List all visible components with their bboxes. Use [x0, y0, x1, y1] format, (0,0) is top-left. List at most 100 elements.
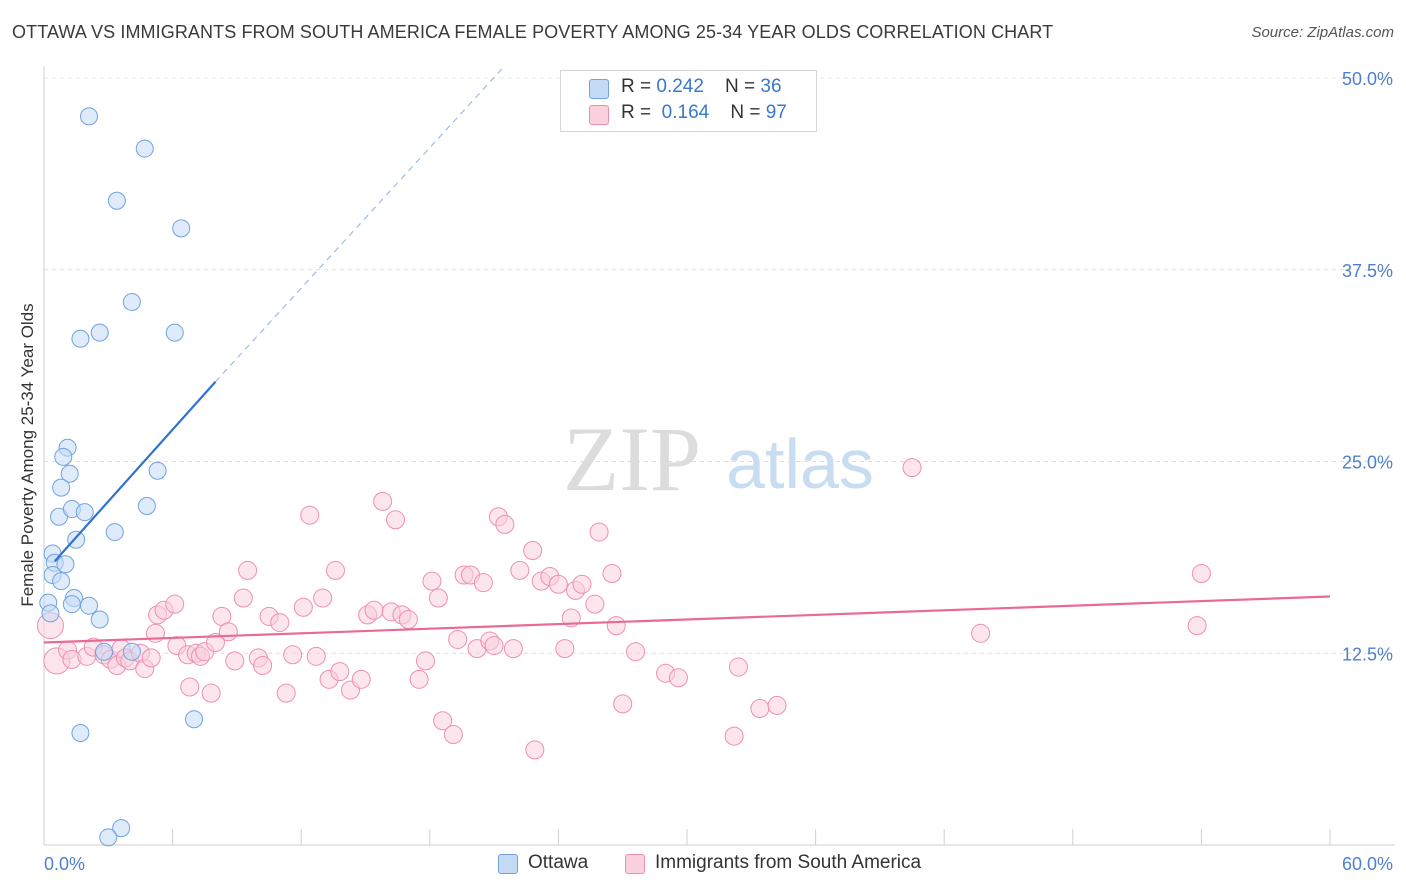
point-ottawa	[135, 139, 154, 158]
trend-line-ottawa	[53, 380, 217, 562]
point-ottawa	[90, 323, 109, 342]
point-ottawa	[107, 191, 126, 210]
point-south-america	[626, 642, 646, 662]
point-south-america	[373, 491, 393, 511]
point-south-america	[443, 725, 463, 745]
point-ottawa	[95, 642, 114, 661]
point-south-america	[398, 610, 418, 630]
y-tick-label: 12.5%	[1342, 644, 1393, 664]
point-south-america	[205, 633, 225, 653]
point-south-america	[201, 683, 221, 703]
point-south-america	[585, 594, 605, 614]
x-tick-label-min: 0.0%	[44, 854, 85, 874]
legend-n-label: N =	[725, 76, 761, 97]
point-ottawa	[52, 572, 71, 591]
tick-labels: 12.5% 25.0% 37.5% 50.0% 0.0% 60.0%	[44, 69, 1393, 874]
point-ottawa	[148, 461, 167, 480]
legend-r-label: R =	[621, 76, 657, 97]
point-south-america	[902, 458, 922, 478]
point-ottawa	[90, 610, 109, 629]
point-south-america	[165, 594, 185, 614]
point-ottawa	[56, 555, 75, 574]
point-south-america	[433, 711, 453, 731]
point-ottawa	[62, 595, 81, 614]
bottom-legend-swatch-ottawa	[498, 854, 518, 874]
point-ottawa	[71, 329, 90, 348]
legend-text-south-america: R = 0.164 N = 97	[621, 102, 787, 124]
bottom-legend-swatch-south-america	[625, 854, 645, 874]
watermark-atlas: atlas	[726, 425, 874, 503]
point-south-america	[724, 726, 744, 746]
point-ottawa	[67, 530, 86, 549]
bottom-legend-label-ottawa: Ottawa	[528, 852, 589, 873]
legend-swatch-south-america	[589, 105, 609, 125]
watermark-zip: ZIP	[563, 408, 701, 510]
point-south-america	[613, 694, 633, 714]
point-south-america	[602, 563, 622, 583]
point-south-america	[589, 522, 609, 542]
point-south-america	[180, 677, 200, 697]
point-south-america	[428, 588, 448, 608]
point-south-america	[293, 597, 313, 617]
legend-text-ottawa: R = 0.242 N = 36	[621, 76, 782, 98]
bottom-legend-label-south-america: Immigrants from South America	[655, 852, 922, 873]
point-ottawa	[71, 724, 90, 743]
blue-points	[39, 107, 204, 847]
point-ottawa	[80, 107, 99, 126]
point-south-america	[276, 683, 296, 703]
point-south-america	[767, 695, 787, 715]
point-south-america	[750, 698, 770, 718]
point-south-america	[525, 740, 545, 760]
point-south-america	[386, 510, 406, 530]
point-south-america	[330, 662, 350, 682]
point-south-america	[1187, 616, 1207, 636]
point-ottawa	[54, 447, 73, 466]
point-ottawa	[60, 464, 79, 483]
correlation-legend: R = 0.242 N = 36 R = 0.164 N = 97	[560, 70, 817, 132]
point-ottawa	[52, 478, 71, 497]
point-ottawa	[172, 219, 191, 238]
point-south-america	[225, 651, 245, 671]
point-ottawa	[99, 828, 118, 847]
legend-n-label: N =	[730, 102, 766, 123]
axes	[43, 66, 1395, 846]
point-south-america	[351, 669, 371, 689]
point-ottawa	[165, 323, 184, 342]
point-south-america	[971, 623, 991, 643]
point-south-america	[325, 560, 345, 580]
point-south-america	[238, 560, 258, 580]
legend-n-value-south-america: 97	[765, 102, 787, 123]
y-tick-label: 37.5%	[1342, 261, 1393, 281]
point-south-america	[409, 669, 429, 689]
point-south-america	[270, 613, 290, 633]
point-south-america	[523, 540, 543, 560]
watermark: ZIP atlas	[563, 408, 874, 510]
point-south-america	[306, 646, 326, 666]
point-south-america	[484, 636, 504, 656]
y-axis-label: Female Poverty Among 25-34 Year Olds	[18, 303, 37, 607]
pink-points	[36, 458, 1211, 760]
point-south-america	[283, 645, 303, 665]
point-south-america	[728, 657, 748, 677]
point-south-america	[606, 616, 626, 636]
point-south-america	[510, 560, 530, 580]
trend-lines	[43, 65, 1331, 644]
point-south-america	[422, 571, 442, 591]
point-south-america	[572, 574, 592, 594]
point-south-america	[233, 588, 253, 608]
legend-n-value-ottawa: 36	[760, 76, 782, 97]
point-south-america	[448, 629, 468, 649]
point-south-america	[364, 600, 384, 620]
point-south-america	[503, 639, 523, 659]
point-south-america	[141, 648, 161, 668]
point-south-america	[218, 622, 238, 642]
point-south-america	[555, 639, 575, 659]
trend-line-south-america	[43, 595, 1331, 644]
y-tick-label: 25.0%	[1342, 453, 1393, 473]
trend-extension-ottawa	[215, 65, 506, 383]
point-south-america	[548, 574, 568, 594]
point-ottawa	[185, 710, 204, 729]
point-south-america	[416, 651, 436, 671]
legend-r-label: R =	[621, 102, 657, 123]
